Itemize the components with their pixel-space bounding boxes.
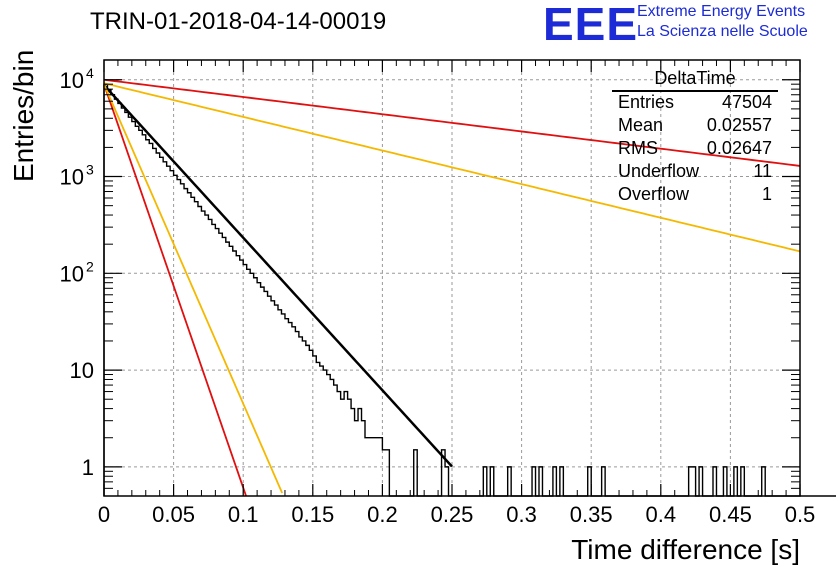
chart-title: TRIN-01-2018-04-14-00019 bbox=[90, 8, 387, 35]
stats-box: DeltaTime Entries 47504 Mean 0.02557 RMS… bbox=[612, 68, 778, 208]
fit-curve bbox=[103, 78, 801, 167]
logo-line-2: La Scienza nelle Scuole bbox=[637, 23, 808, 40]
x-tick-label: 0.1 bbox=[228, 502, 259, 527]
y-tick-exponent: 4 bbox=[86, 65, 94, 81]
stats-value: 1 bbox=[761, 184, 772, 204]
x-tick-label: 0 bbox=[98, 502, 110, 527]
stats-title: DeltaTime bbox=[654, 68, 736, 88]
stats-key: Overflow bbox=[618, 184, 690, 204]
eee-logo: EEE bbox=[543, 0, 639, 50]
x-axis-ticks: 0 0.05 0.1 0.15 0.2 0.25 0.3 0.35 0.4 0.45 0.5 bbox=[98, 60, 815, 527]
x-tick-label: 0.35 bbox=[570, 502, 613, 527]
x-tick-label: 0.05 bbox=[152, 502, 195, 527]
stats-value: 0.02557 bbox=[706, 115, 772, 135]
y-tick-exponent: 2 bbox=[86, 258, 94, 274]
fit-curves bbox=[103, 78, 801, 497]
fit-curve bbox=[103, 82, 801, 253]
stats-key: Entries bbox=[618, 92, 675, 112]
stats-row: Overflow 1 bbox=[618, 184, 772, 206]
x-tick-label: 0.4 bbox=[646, 502, 677, 527]
stats-row: RMS 0.02647 bbox=[618, 138, 772, 160]
fit-curve bbox=[103, 83, 284, 494]
x-tick-label: 0.5 bbox=[785, 502, 816, 527]
y-tick-label: 10 bbox=[60, 261, 84, 286]
stats-row: Mean 0.02557 bbox=[618, 115, 772, 137]
y-axis-label: Entries/bin bbox=[8, 49, 39, 182]
stats-row: Underflow 11 bbox=[618, 161, 772, 183]
x-tick-label: 0.15 bbox=[291, 502, 334, 527]
x-tick-label: 0.2 bbox=[367, 502, 398, 527]
stats-value: 0.02647 bbox=[706, 138, 772, 158]
stats-value: 11 bbox=[753, 161, 772, 181]
y-tick-label: 1 bbox=[82, 455, 94, 480]
fit-curve bbox=[103, 84, 453, 468]
x-tick-label: 0.45 bbox=[709, 502, 752, 527]
plot-grid bbox=[104, 60, 800, 496]
y-tick-label: 10 bbox=[60, 165, 84, 190]
stats-key: Underflow bbox=[618, 161, 700, 181]
logo-line-1: Extreme Energy Events bbox=[637, 3, 806, 20]
stats-key: Mean bbox=[618, 115, 664, 135]
x-tick-label: 0.25 bbox=[431, 502, 474, 527]
x-tick-label: 0.3 bbox=[506, 502, 537, 527]
y-tick-label: 10 bbox=[60, 68, 84, 93]
y-tick-label: 10 bbox=[70, 358, 94, 383]
y-tick-exponent: 3 bbox=[86, 162, 94, 178]
fit-curve bbox=[103, 83, 247, 497]
stats-key: RMS bbox=[618, 138, 658, 158]
stats-row: Entries 47504 bbox=[618, 92, 772, 114]
stats-value: 47504 bbox=[721, 92, 772, 112]
stats-divider bbox=[612, 90, 778, 92]
x-axis-label: Time difference [s] bbox=[571, 534, 800, 565]
